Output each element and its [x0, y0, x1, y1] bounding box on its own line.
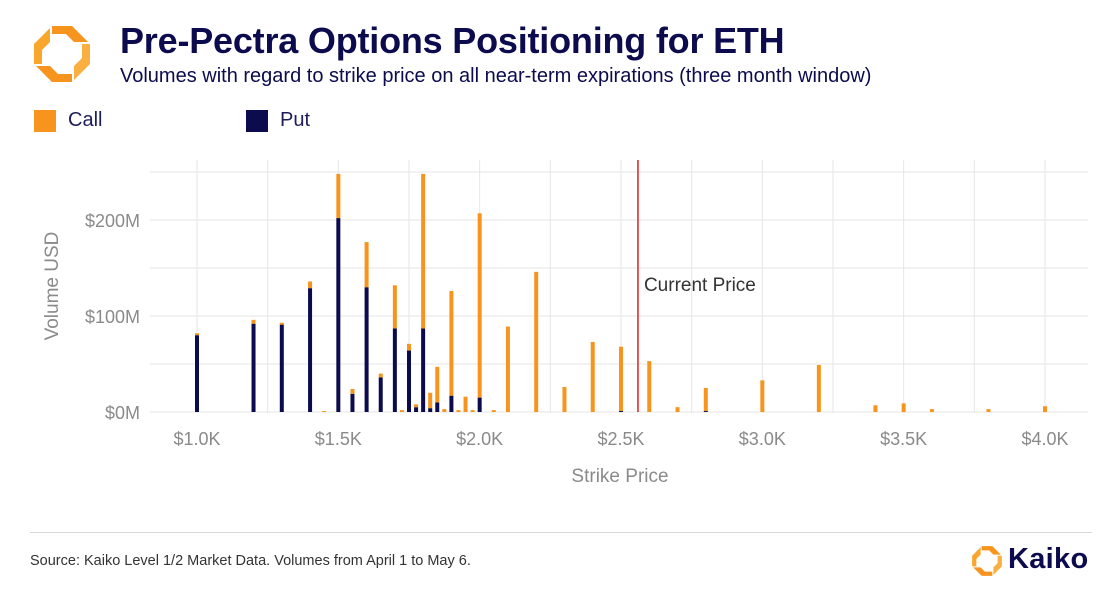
bar-call	[435, 366, 440, 403]
chart-annotations: Current Price	[637, 160, 756, 412]
chart-axes: $1.0K $1.5K $2.0K $2.5K $3.0K $3.5K $4.0K $0M $1…	[42, 211, 1069, 487]
bar-call	[463, 396, 468, 412]
x-tick-label: $3.0K	[739, 429, 786, 449]
bar-put	[350, 393, 355, 412]
bar-call	[279, 322, 284, 325]
bar-put	[428, 408, 433, 412]
y-tick-label: $100M	[85, 307, 140, 327]
bar-put	[279, 324, 284, 412]
bar-call	[428, 392, 433, 409]
bar-put	[414, 407, 419, 412]
bar-put	[336, 218, 341, 412]
footer-divider	[30, 532, 1092, 533]
y-axis-title: Volume USD	[42, 232, 63, 341]
bar-call	[491, 410, 496, 412]
legend-swatch-call	[34, 109, 56, 132]
bar-call	[562, 387, 567, 412]
bar-call	[470, 410, 475, 412]
bar-call	[308, 281, 313, 289]
bar-call	[336, 173, 341, 219]
current-price-label: Current Price	[644, 275, 756, 296]
page-subtitle: Volumes with regard to strike price on a…	[120, 65, 872, 87]
x-tick-label: $3.5K	[880, 429, 927, 449]
page-title: Pre-Pectra Options Positioning for ETH	[120, 20, 785, 61]
bar-call	[929, 409, 934, 412]
bar-call	[901, 403, 906, 412]
bar-put	[449, 395, 454, 412]
chart-bars	[195, 173, 1047, 412]
bar-call	[378, 373, 383, 378]
bar-call	[251, 319, 256, 324]
bar-call	[421, 173, 426, 329]
bar-call	[442, 409, 447, 412]
kaiko-wordmark: Kaiko	[1008, 543, 1089, 575]
bar-call	[505, 326, 510, 412]
bar-put	[378, 377, 383, 412]
bar-call	[477, 213, 482, 398]
bar-call	[364, 242, 369, 288]
bar-call	[873, 405, 878, 412]
bar-put	[619, 411, 623, 412]
bar-put	[407, 350, 411, 412]
bar-call	[414, 404, 419, 408]
bar-call	[399, 410, 404, 412]
bar-put	[421, 328, 426, 412]
bar-call	[986, 409, 991, 412]
kaiko-logo-icon	[34, 26, 90, 82]
bar-call	[449, 291, 454, 396]
source-note: Source: Kaiko Level 1/2 Market Data. Vol…	[30, 553, 471, 569]
x-tick-label: $2.5K	[597, 429, 644, 449]
strike-volume-chart: Current Price $1.0K $1.5K $2.0K $2.5K $3.0K $…	[42, 160, 1088, 487]
bar-call	[619, 346, 623, 412]
x-tick-label: $1.0K	[173, 429, 220, 449]
x-tick-label: $2.0K	[456, 429, 503, 449]
bar-call	[675, 407, 680, 412]
legend-label-put: Put	[280, 109, 311, 131]
bar-call	[195, 333, 199, 336]
bar-call	[407, 343, 411, 351]
bar-call	[534, 271, 539, 412]
bar-call	[1043, 406, 1047, 412]
y-tick-label: $0M	[105, 403, 140, 423]
bar-put	[392, 328, 397, 412]
bar-put	[364, 287, 369, 412]
bar-put	[251, 323, 256, 412]
kaiko-brand-icon	[972, 546, 1002, 576]
bar-call	[647, 361, 652, 412]
x-tick-label: $1.5K	[315, 429, 362, 449]
bar-call	[760, 380, 765, 412]
bar-call	[322, 411, 327, 412]
bar-call	[392, 285, 397, 329]
bar-put	[308, 288, 313, 412]
bar-call	[703, 388, 708, 412]
bar-put	[477, 397, 482, 412]
legend-swatch-put	[246, 109, 268, 132]
bar-call	[350, 388, 355, 394]
legend-item-put: Put	[246, 109, 310, 132]
bar-put	[435, 402, 440, 412]
bar-call	[456, 410, 461, 412]
legend-item-call: Call	[34, 109, 102, 132]
y-tick-label: $200M	[85, 211, 140, 231]
x-tick-label: $4.0K	[1021, 429, 1068, 449]
bar-put	[703, 411, 708, 412]
bar-put	[195, 335, 199, 412]
bar-call	[816, 364, 821, 412]
bar-call	[590, 341, 595, 412]
legend-label-call: Call	[68, 109, 103, 131]
x-axis-title: Strike Price	[571, 466, 668, 487]
